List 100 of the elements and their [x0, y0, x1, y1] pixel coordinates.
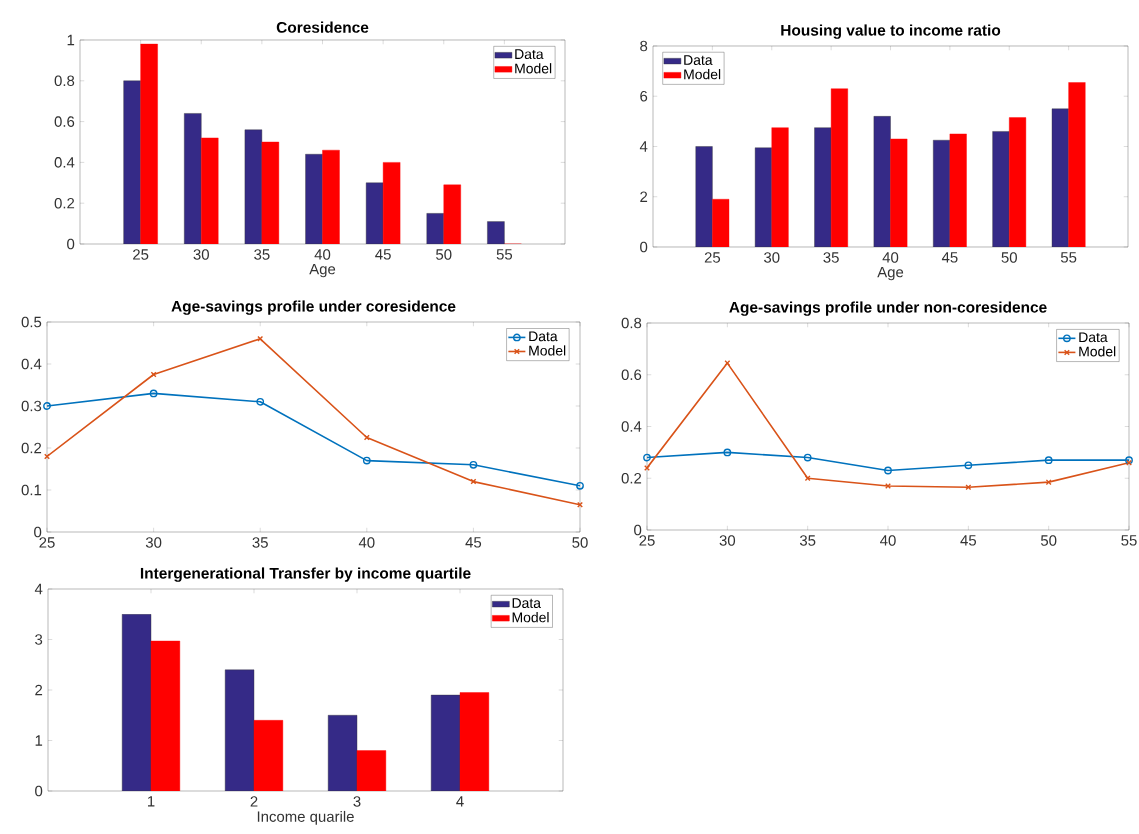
x-tick-label: 45	[465, 537, 482, 548]
x-tick-label: 25	[704, 252, 721, 263]
bar	[184, 113, 202, 244]
bar	[771, 127, 789, 247]
y-tick-label: 0.3	[21, 400, 42, 412]
x-tick-label: 40	[880, 535, 896, 546]
x-tick-label: 30	[719, 535, 736, 546]
legend-label: Data	[684, 55, 713, 65]
y-tick-label: 2	[640, 191, 648, 202]
bar	[305, 154, 323, 244]
point	[256, 397, 265, 406]
bar	[695, 146, 713, 247]
y-tick-label: 0.8	[621, 317, 642, 329]
point	[149, 389, 158, 398]
legend-label: Data	[515, 49, 544, 60]
y-tick-label: 0.4	[21, 358, 42, 370]
x-tick-label: 45	[375, 249, 391, 260]
legend-label: Model	[515, 63, 552, 74]
y-tick-label: 0.6	[621, 369, 642, 381]
y-tick-label: 1	[67, 34, 75, 46]
x-tick-label: 30	[193, 249, 209, 260]
y-tick-label: 3	[35, 634, 43, 645]
bar	[365, 182, 384, 244]
y-tick-label: 2	[35, 684, 43, 696]
point	[362, 456, 371, 465]
y-tick-label: 0.2	[621, 472, 642, 484]
y-tick-label: 0.8	[54, 75, 75, 87]
bar	[873, 116, 891, 247]
point	[964, 461, 973, 470]
x-tick-label: 50	[436, 249, 452, 260]
point	[1044, 456, 1053, 465]
x-tick-label: 25	[39, 537, 55, 548]
y-tick-label: 6	[640, 90, 648, 102]
bar	[949, 133, 967, 247]
x-tick-label: 55	[1121, 535, 1137, 546]
bar	[830, 88, 848, 247]
legend-label: Data	[512, 598, 541, 608]
x-tick-label: 35	[799, 535, 816, 546]
bar	[1051, 108, 1069, 247]
x-tick-label: 2	[250, 796, 258, 807]
legend-label: Data	[529, 331, 558, 342]
x-tick-label: 30	[764, 252, 780, 263]
y-tick-label: 8	[640, 40, 648, 52]
y-tick-label: 0.5	[21, 316, 42, 328]
y-tick-label: 0	[634, 524, 642, 536]
y-tick-label: 0	[640, 241, 648, 253]
x-tick-label: 50	[1001, 252, 1017, 263]
bar	[992, 131, 1010, 247]
y-tick-label: 4	[639, 141, 648, 152]
bar	[814, 127, 832, 247]
y-tick-label: 0.4	[621, 421, 642, 432]
bar	[121, 614, 152, 791]
legend-label: Data	[1079, 332, 1108, 343]
y-tick-label: 0.6	[54, 116, 75, 127]
chart-title: Age-savings profile under coresidence	[171, 300, 456, 315]
point	[803, 453, 812, 462]
x-tick-label: 40	[314, 249, 331, 260]
bar	[754, 147, 772, 247]
point	[723, 448, 732, 457]
x-tick-label: 25	[639, 535, 655, 546]
legend-label: Model	[512, 612, 549, 623]
x-axis-title: Income quarile	[257, 810, 354, 825]
y-tick-label: 0	[67, 238, 75, 250]
x-tick-label: 50	[572, 537, 588, 548]
y-tick-label: 0.2	[21, 442, 42, 454]
y-tick-label: 4	[34, 583, 43, 595]
bar	[487, 221, 505, 244]
x-tick-label: 35	[254, 249, 270, 260]
x-tick-label: 35	[823, 252, 839, 263]
x-axis-title: Age	[877, 266, 904, 281]
bar	[327, 715, 358, 791]
bar	[712, 199, 730, 247]
bar	[933, 140, 951, 247]
bar	[224, 669, 255, 791]
x-tick-label: 3	[353, 796, 361, 807]
bar	[426, 213, 444, 244]
chart-title: Housing value to income ratio	[781, 24, 1001, 39]
x-tick-label: 40	[882, 252, 899, 263]
point	[884, 466, 892, 475]
legend-label: Model	[684, 69, 721, 80]
x-tick-label: 35	[252, 537, 268, 548]
x-tick-label: 45	[960, 535, 977, 546]
x-tick-label: 30	[145, 537, 162, 548]
legend-label: Model	[1079, 346, 1116, 357]
x-tick-label: 45	[941, 252, 958, 263]
bar	[430, 694, 461, 791]
x-tick-label: 25	[133, 249, 149, 260]
bar	[890, 138, 908, 247]
x-axis-title: Age	[309, 263, 336, 278]
point	[469, 460, 478, 469]
y-tick-label: 0.2	[54, 197, 75, 209]
bar	[123, 80, 141, 244]
bar	[1009, 117, 1027, 247]
bar	[244, 129, 263, 244]
chart-title: Coresidence	[276, 21, 369, 33]
y-tick-label: 0.4	[54, 157, 75, 168]
chart-title: Age-savings profile under non-coresidence	[729, 301, 1047, 316]
bar	[1068, 82, 1086, 247]
legend-label: Model	[529, 345, 566, 356]
x-tick-label: 1	[147, 796, 155, 807]
